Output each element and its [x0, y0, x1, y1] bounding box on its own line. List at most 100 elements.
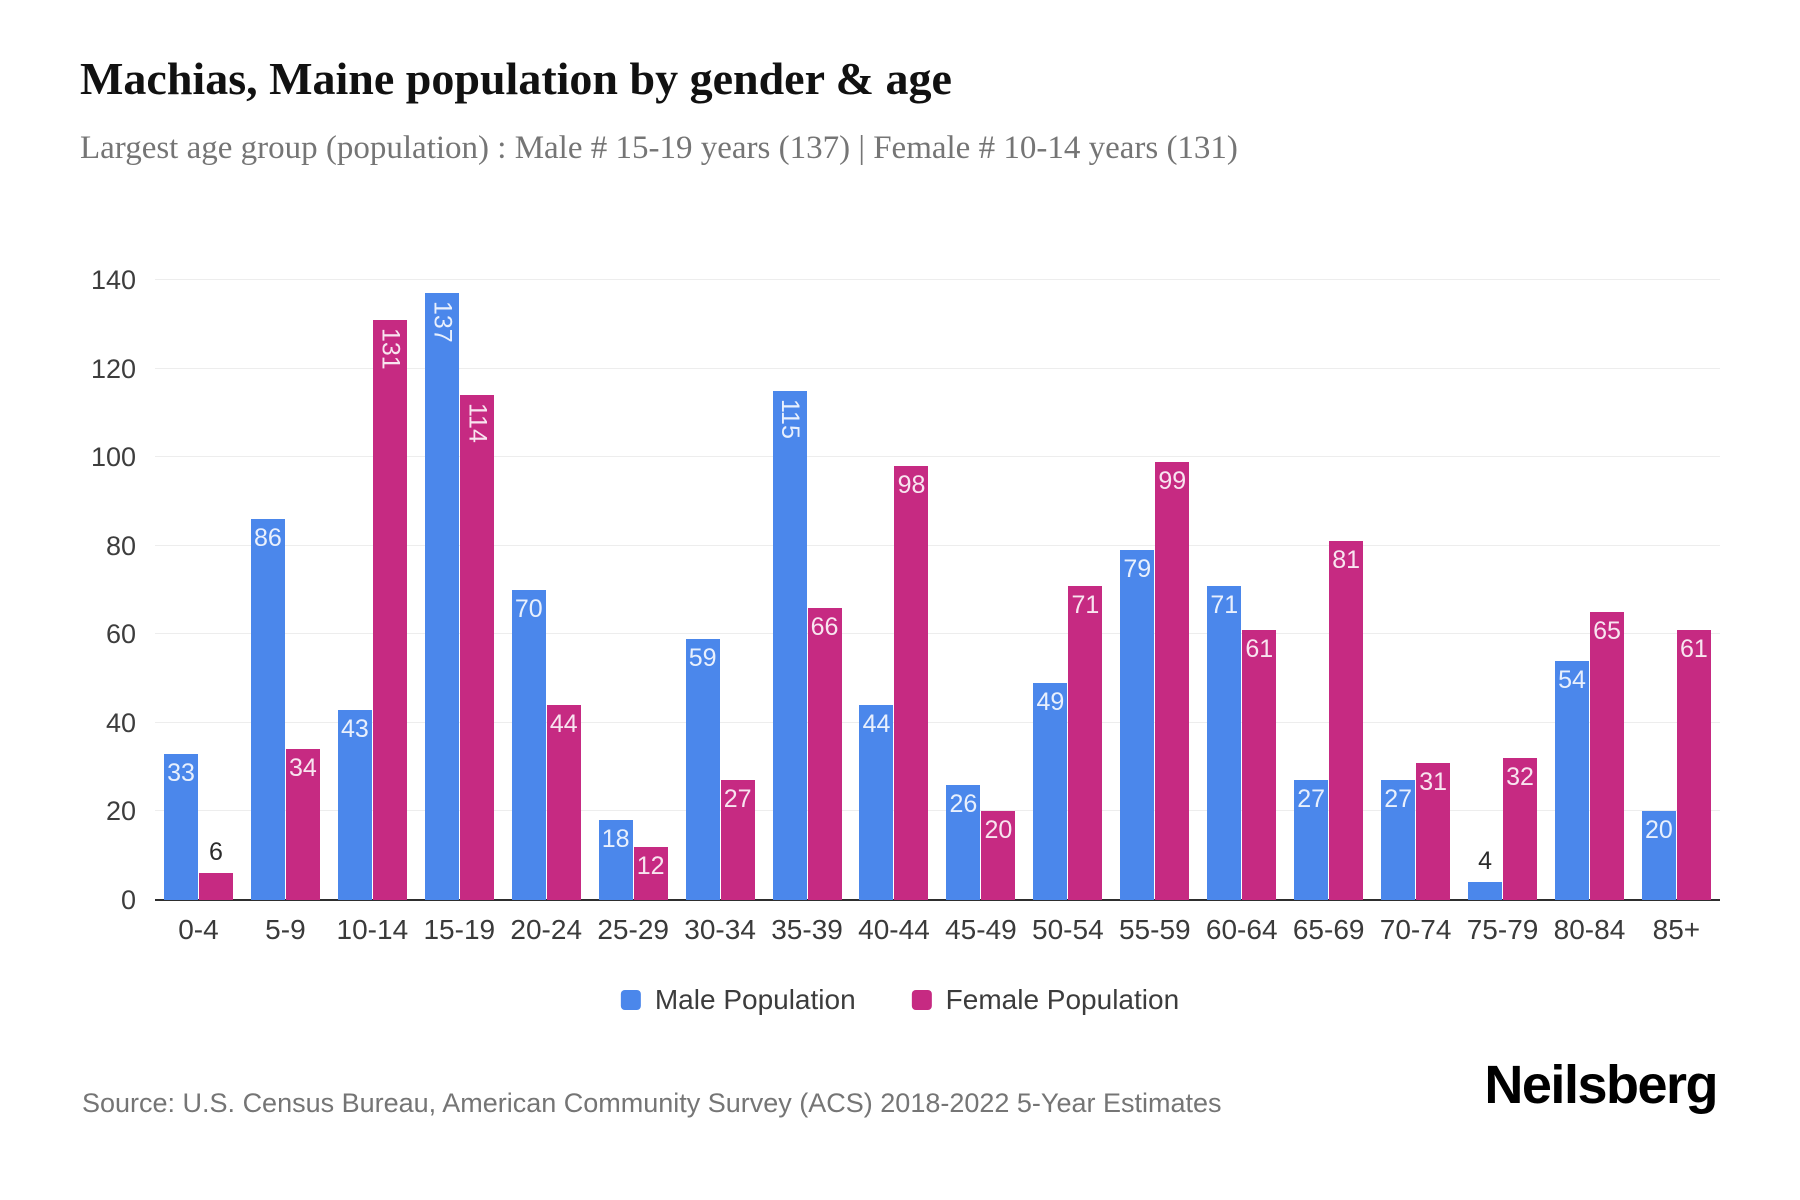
bar-male-10-14[interactable]: 43: [337, 709, 372, 900]
bar-male-55-59[interactable]: 79: [1120, 550, 1155, 900]
bar-value-label: 49: [1036, 688, 1065, 716]
x-tick-label: 5-9: [265, 914, 306, 945]
bar-female-40-44[interactable]: 98: [894, 466, 929, 900]
bar-value-label: 27: [1384, 785, 1412, 814]
bar-group: 59 27 30-34: [677, 280, 764, 945]
plot-area: 33 6 0-4 86 34 5-9 43 131 10-14 137 114 15-19 70 44 20…: [155, 279, 1720, 945]
bar-female-50-54[interactable]: 71: [1068, 585, 1103, 900]
bar-group: 20 61 85+: [1633, 280, 1720, 945]
bar-female-65-69[interactable]: 81: [1329, 541, 1364, 900]
bar-group: 115 66 35-39: [764, 280, 851, 945]
bar-group: 33 6 0-4: [155, 280, 242, 945]
bar-value-label: 98: [897, 471, 926, 499]
legend-label-female: Female Population: [945, 984, 1180, 1015]
bar-female-70-74[interactable]: 31: [1416, 762, 1451, 900]
bar-value-label: 59: [688, 643, 717, 672]
neilsberg-logo: Neilsberg: [1484, 1055, 1718, 1115]
bar-value-label: 71: [1210, 590, 1239, 619]
bar-group: 54 65 80-84: [1546, 280, 1633, 945]
bar-female-10-14[interactable]: 131: [372, 319, 407, 900]
x-tick-label: 60-64: [1205, 914, 1278, 945]
bar-value-label: 86: [254, 524, 282, 553]
x-tick-label: 50-54: [1032, 914, 1104, 945]
bar-female-25-29[interactable]: 12: [633, 846, 668, 900]
bar-value-label: 6: [209, 838, 223, 867]
bar-female-55-59[interactable]: 99: [1155, 461, 1190, 900]
bar-group: 44 98 40-44: [851, 280, 938, 945]
bar-male-0-4[interactable]: 33: [163, 753, 198, 900]
bar-value-label: 26: [949, 789, 978, 818]
bar-female-30-34[interactable]: 27: [720, 780, 755, 900]
bar-value-label: 20: [984, 816, 1013, 845]
x-tick-label: 70-74: [1379, 914, 1452, 945]
bar-male-85+[interactable]: 20: [1641, 811, 1676, 900]
bar-value-label: 27: [1297, 785, 1326, 814]
legend-item-female[interactable]: Female Population: [911, 984, 1180, 1016]
bar-male-70-74[interactable]: 27: [1381, 780, 1416, 900]
y-tick-label: 140: [90, 265, 136, 295]
bar-group: 26 20 45-49: [937, 280, 1024, 945]
bar-female-75-79[interactable]: 32: [1503, 758, 1538, 900]
x-tick-label: 15-19: [423, 914, 496, 945]
bar-male-80-84[interactable]: 54: [1554, 660, 1589, 900]
bar-value-label: 32: [1506, 763, 1534, 792]
bar-female-85+[interactable]: 61: [1676, 629, 1711, 900]
source-attribution: Source: U.S. Census Bureau, American Com…: [82, 1088, 1222, 1118]
bar-male-45-49[interactable]: 26: [946, 784, 981, 900]
x-tick-label: 40-44: [858, 914, 930, 945]
bar-male-40-44[interactable]: 44: [859, 705, 894, 900]
gridline: [155, 544, 1720, 546]
bar-value-label: 61: [1245, 634, 1274, 663]
male-legend-swatch-icon: [620, 990, 641, 1010]
bar-group: 18 12 25-29: [590, 280, 677, 945]
bar-value-label: 70: [514, 595, 543, 623]
bar-group: 27 31 70-74: [1372, 280, 1459, 945]
bar-value-label: 115: [776, 398, 805, 439]
x-tick-label: 35-39: [771, 914, 843, 945]
bar-male-60-64[interactable]: 71: [1207, 585, 1242, 900]
female-legend-swatch-icon: [911, 990, 932, 1010]
bar-value-label: 34: [289, 754, 317, 783]
bar-value-label: 65: [1593, 617, 1621, 646]
bar-male-25-29[interactable]: 18: [598, 820, 633, 900]
bar-male-5-9[interactable]: 86: [250, 519, 285, 900]
bar-value-label: 12: [636, 851, 665, 880]
gridline: [155, 721, 1720, 723]
bar-value-label: 18: [601, 825, 630, 854]
bar-value-label: 114: [463, 403, 492, 444]
bar-male-50-54[interactable]: 49: [1033, 683, 1068, 900]
bar-male-20-24[interactable]: 70: [511, 590, 546, 900]
bar-value-label: 137: [428, 301, 457, 344]
bar-value-label: 66: [810, 612, 839, 641]
bar-value-label: 44: [862, 710, 891, 739]
bar-female-5-9[interactable]: 34: [285, 749, 320, 900]
bar-value-label: 61: [1680, 634, 1708, 663]
bar-female-80-84[interactable]: 65: [1589, 612, 1624, 900]
bar-value-label: 79: [1123, 555, 1152, 584]
bar-male-35-39[interactable]: 115: [772, 390, 807, 900]
bar-female-20-24[interactable]: 44: [546, 705, 581, 900]
bar-female-15-19[interactable]: 114: [459, 395, 494, 900]
x-tick-label: 0-4: [178, 914, 219, 945]
bar-female-35-39[interactable]: 66: [807, 607, 842, 900]
bar-female-45-49[interactable]: 20: [981, 811, 1016, 900]
bar-female-0-4[interactable]: 6: [198, 838, 233, 900]
bar-male-30-34[interactable]: 59: [685, 638, 720, 900]
bar-group: 86 34 5-9: [242, 280, 329, 945]
x-axis-line: [155, 899, 1720, 901]
y-tick-label: 100: [90, 442, 136, 473]
y-tick-label: 20: [105, 796, 136, 827]
bar-value-label: 43: [340, 714, 369, 743]
bar-male-75-79[interactable]: 4: [1468, 847, 1503, 900]
bar-male-15-19[interactable]: 137: [424, 293, 459, 900]
legend-item-male[interactable]: Male Population: [620, 984, 856, 1016]
bar-male-65-69[interactable]: 27: [1294, 780, 1329, 900]
x-tick-label: 85+: [1652, 914, 1701, 945]
bar-groups: 33 6 0-4 86 34 5-9 43 131 10-14 137 114 15-19 70 44 20…: [155, 280, 1720, 945]
bar-group: 70 44 20-24: [503, 280, 590, 945]
page-title: Machias, Maine population by gender & ag…: [80, 53, 952, 104]
bar-value-label: 81: [1332, 546, 1361, 575]
bar-group: 27 81 65-69: [1285, 280, 1372, 945]
bar-female-60-64[interactable]: 61: [1242, 629, 1277, 900]
